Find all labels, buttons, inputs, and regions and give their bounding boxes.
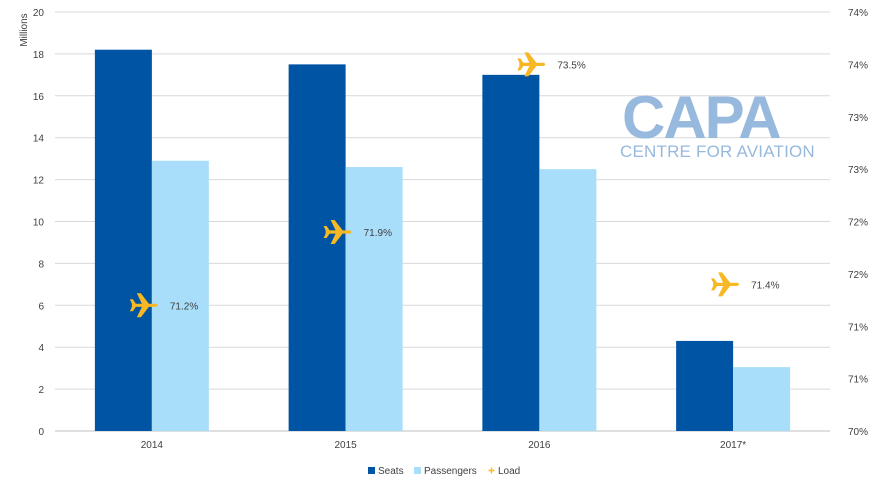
seats-bar xyxy=(676,340,734,431)
x-axis-ticks: 2014 2015 2016 2017* xyxy=(141,440,747,451)
y2-tick-label: 70% xyxy=(848,427,868,438)
bars xyxy=(94,49,791,432)
load-data-label: 71.9% xyxy=(364,228,392,239)
y2-tick-label: 72% xyxy=(848,270,868,281)
y2-tick-label: 72% xyxy=(848,218,868,229)
y2-tick-label: 71% xyxy=(848,375,868,386)
watermark-subtitle: CENTRE FOR AVIATION xyxy=(620,142,815,161)
passengers-bar xyxy=(345,167,403,431)
airplane-icon xyxy=(517,52,546,77)
y2-tick-label: 74% xyxy=(848,60,868,71)
airplane-icon xyxy=(323,219,352,244)
seats-bar xyxy=(288,64,346,431)
y-tick-label: 0 xyxy=(38,427,44,438)
load-data-label: 71.4% xyxy=(751,280,779,291)
y2-tick-label: 73% xyxy=(848,165,868,176)
y-tick-label: 12 xyxy=(33,176,45,187)
legend-label: Seats xyxy=(378,466,404,477)
x-tick-label: 2015 xyxy=(335,440,358,451)
passengers-bar xyxy=(733,367,791,431)
passengers-bar xyxy=(539,169,597,431)
y2-tick-label: 74% xyxy=(848,8,868,19)
y-axis-ticks: 0 2 4 6 8 10 12 14 16 18 20 xyxy=(33,8,45,438)
legend-swatch-load xyxy=(488,467,495,474)
x-tick-label: 2017* xyxy=(720,440,746,451)
y2-tick-label: 71% xyxy=(848,322,868,333)
legend-label: Load xyxy=(498,466,520,477)
y-tick-label: 16 xyxy=(33,92,45,103)
y2-tick-label: 73% xyxy=(848,113,868,124)
capa-watermark-logo: CAPA CENTRE FOR AVIATION xyxy=(620,84,815,161)
legend-swatch-passengers xyxy=(414,467,421,474)
passengers-bar xyxy=(151,160,209,431)
load-data-label: 73.5% xyxy=(557,60,585,71)
y2-axis-ticks: 70% 71% 71% 72% 72% 73% 73% 74% 74% xyxy=(848,8,868,438)
y-tick-label: 20 xyxy=(33,8,45,19)
legend-swatch-seats xyxy=(368,467,375,474)
y-tick-label: 2 xyxy=(38,385,44,396)
y-tick-label: 6 xyxy=(38,301,44,312)
y-tick-label: 10 xyxy=(33,218,45,229)
seats-bar xyxy=(482,74,540,431)
seats-bar xyxy=(94,49,152,432)
y-tick-label: 4 xyxy=(38,343,44,354)
x-tick-label: 2014 xyxy=(141,440,164,451)
load-data-label: 71.2% xyxy=(170,301,198,312)
load-markers: 71.2% 71.9% 73.5% 71.4% xyxy=(129,52,780,318)
y-tick-label: 18 xyxy=(33,50,45,61)
legend: Seats Passengers Load xyxy=(368,466,520,477)
y-axis-title: Millions xyxy=(19,13,30,46)
y-tick-label: 8 xyxy=(38,259,44,270)
x-tick-label: 2016 xyxy=(528,440,551,451)
watermark-title: CAPA xyxy=(622,84,780,151)
legend-label: Passengers xyxy=(424,466,477,477)
y-tick-label: 14 xyxy=(33,134,45,145)
airplane-icon xyxy=(711,272,740,297)
airplane-icon xyxy=(129,293,158,318)
